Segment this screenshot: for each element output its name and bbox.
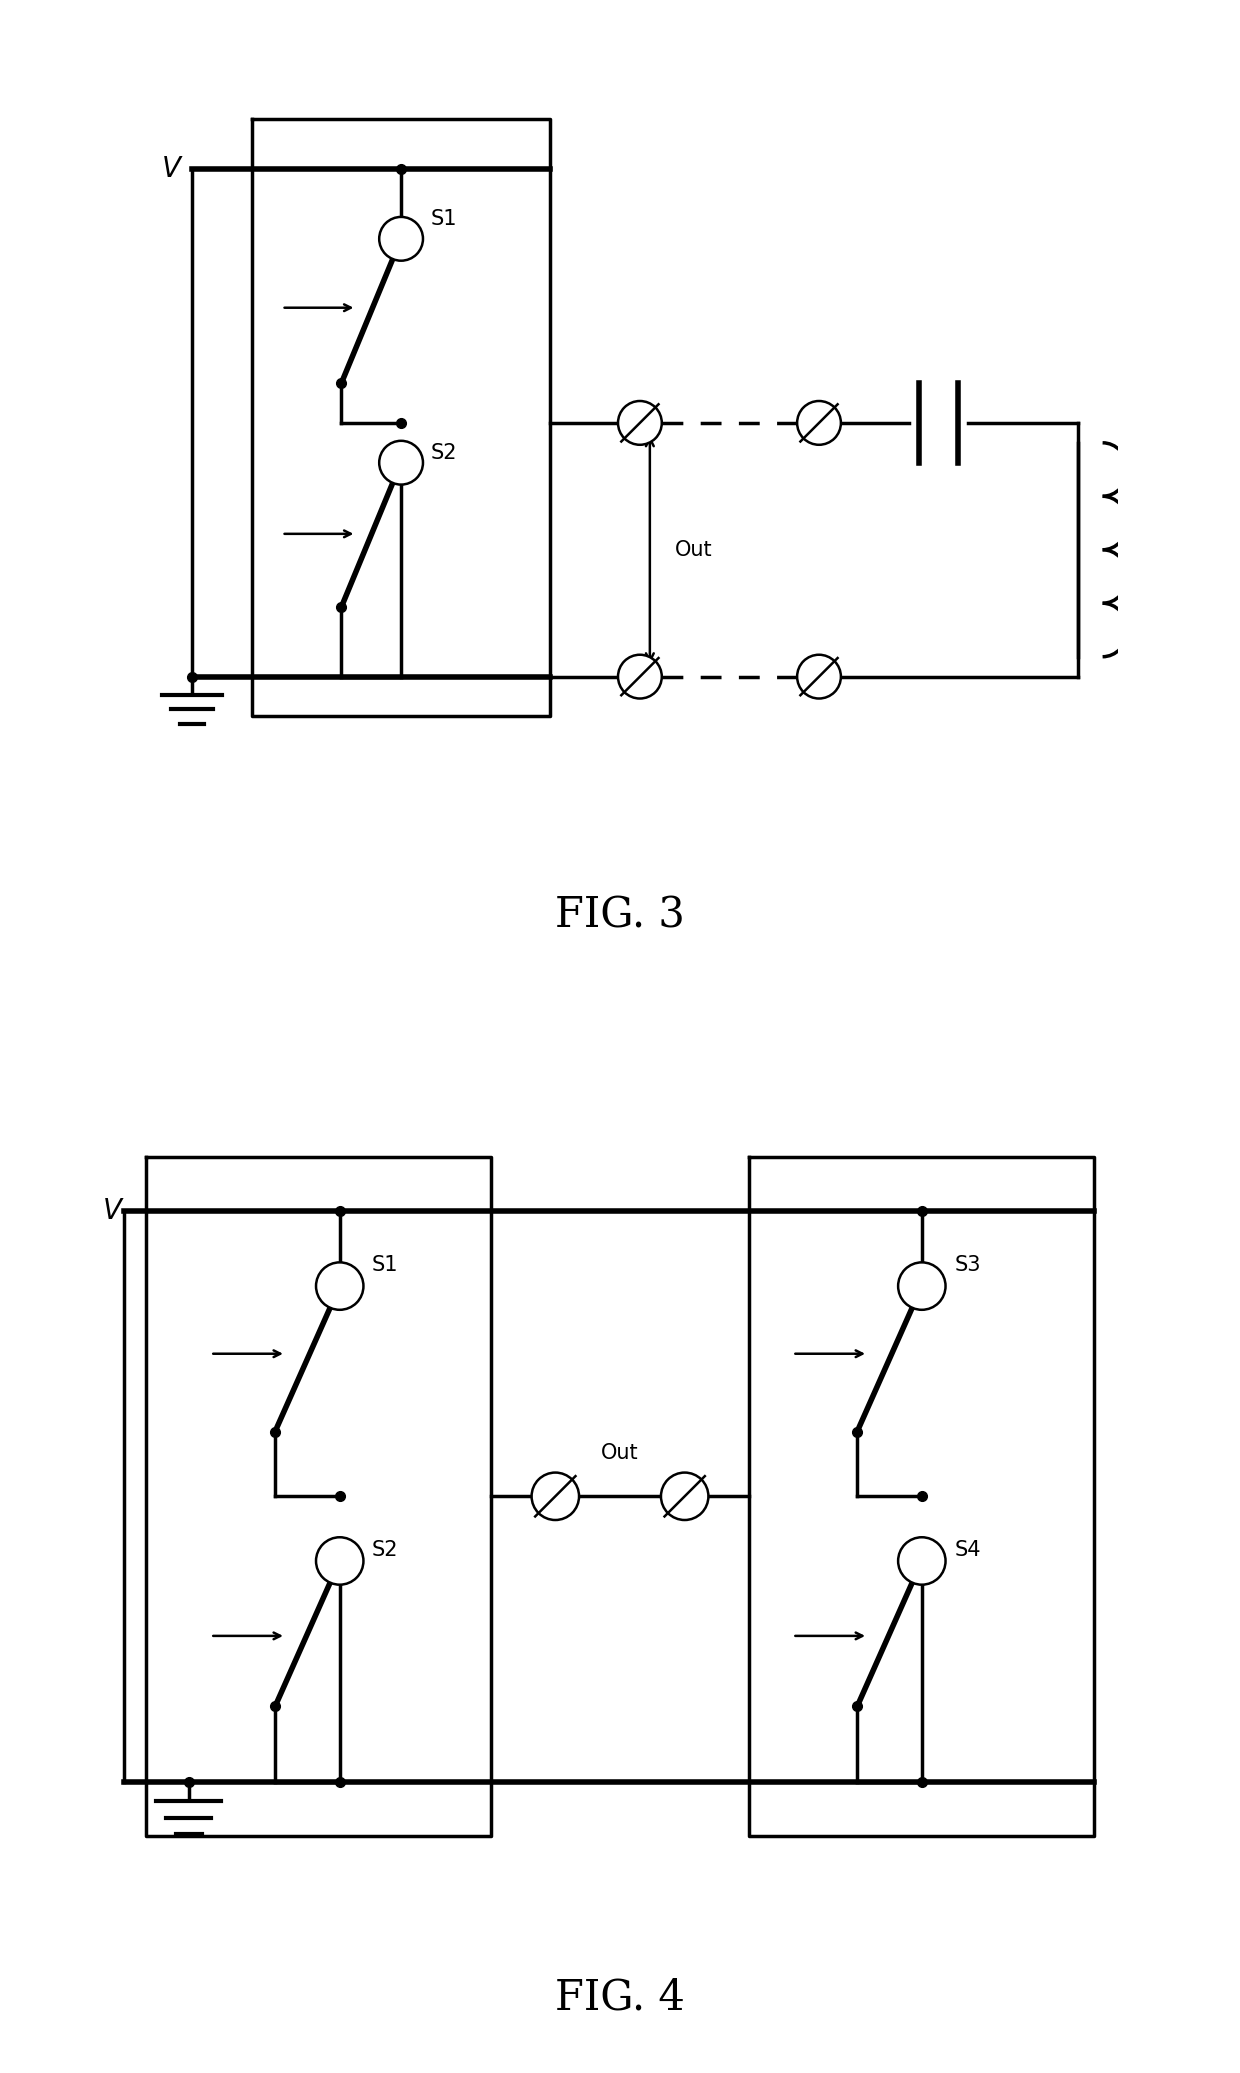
Text: FIG. 3: FIG. 3 [556,893,684,937]
Circle shape [618,400,662,446]
Circle shape [379,218,423,261]
Text: S2: S2 [372,1540,398,1561]
Text: V: V [103,1196,122,1225]
Text: S1: S1 [432,209,458,228]
Text: Out: Out [675,539,712,560]
Text: S3: S3 [954,1254,981,1275]
Circle shape [316,1262,363,1310]
Circle shape [532,1472,579,1520]
Circle shape [797,655,841,699]
Text: FIG. 4: FIG. 4 [556,1976,684,2019]
Circle shape [379,442,423,485]
Circle shape [618,655,662,699]
Circle shape [316,1538,363,1584]
Text: V: V [162,155,181,182]
Circle shape [898,1262,946,1310]
Text: S2: S2 [432,444,458,462]
Text: S4: S4 [954,1540,981,1561]
Circle shape [898,1538,946,1584]
Text: S1: S1 [372,1254,398,1275]
Circle shape [797,400,841,446]
Text: Out: Out [601,1443,639,1464]
Circle shape [661,1472,708,1520]
